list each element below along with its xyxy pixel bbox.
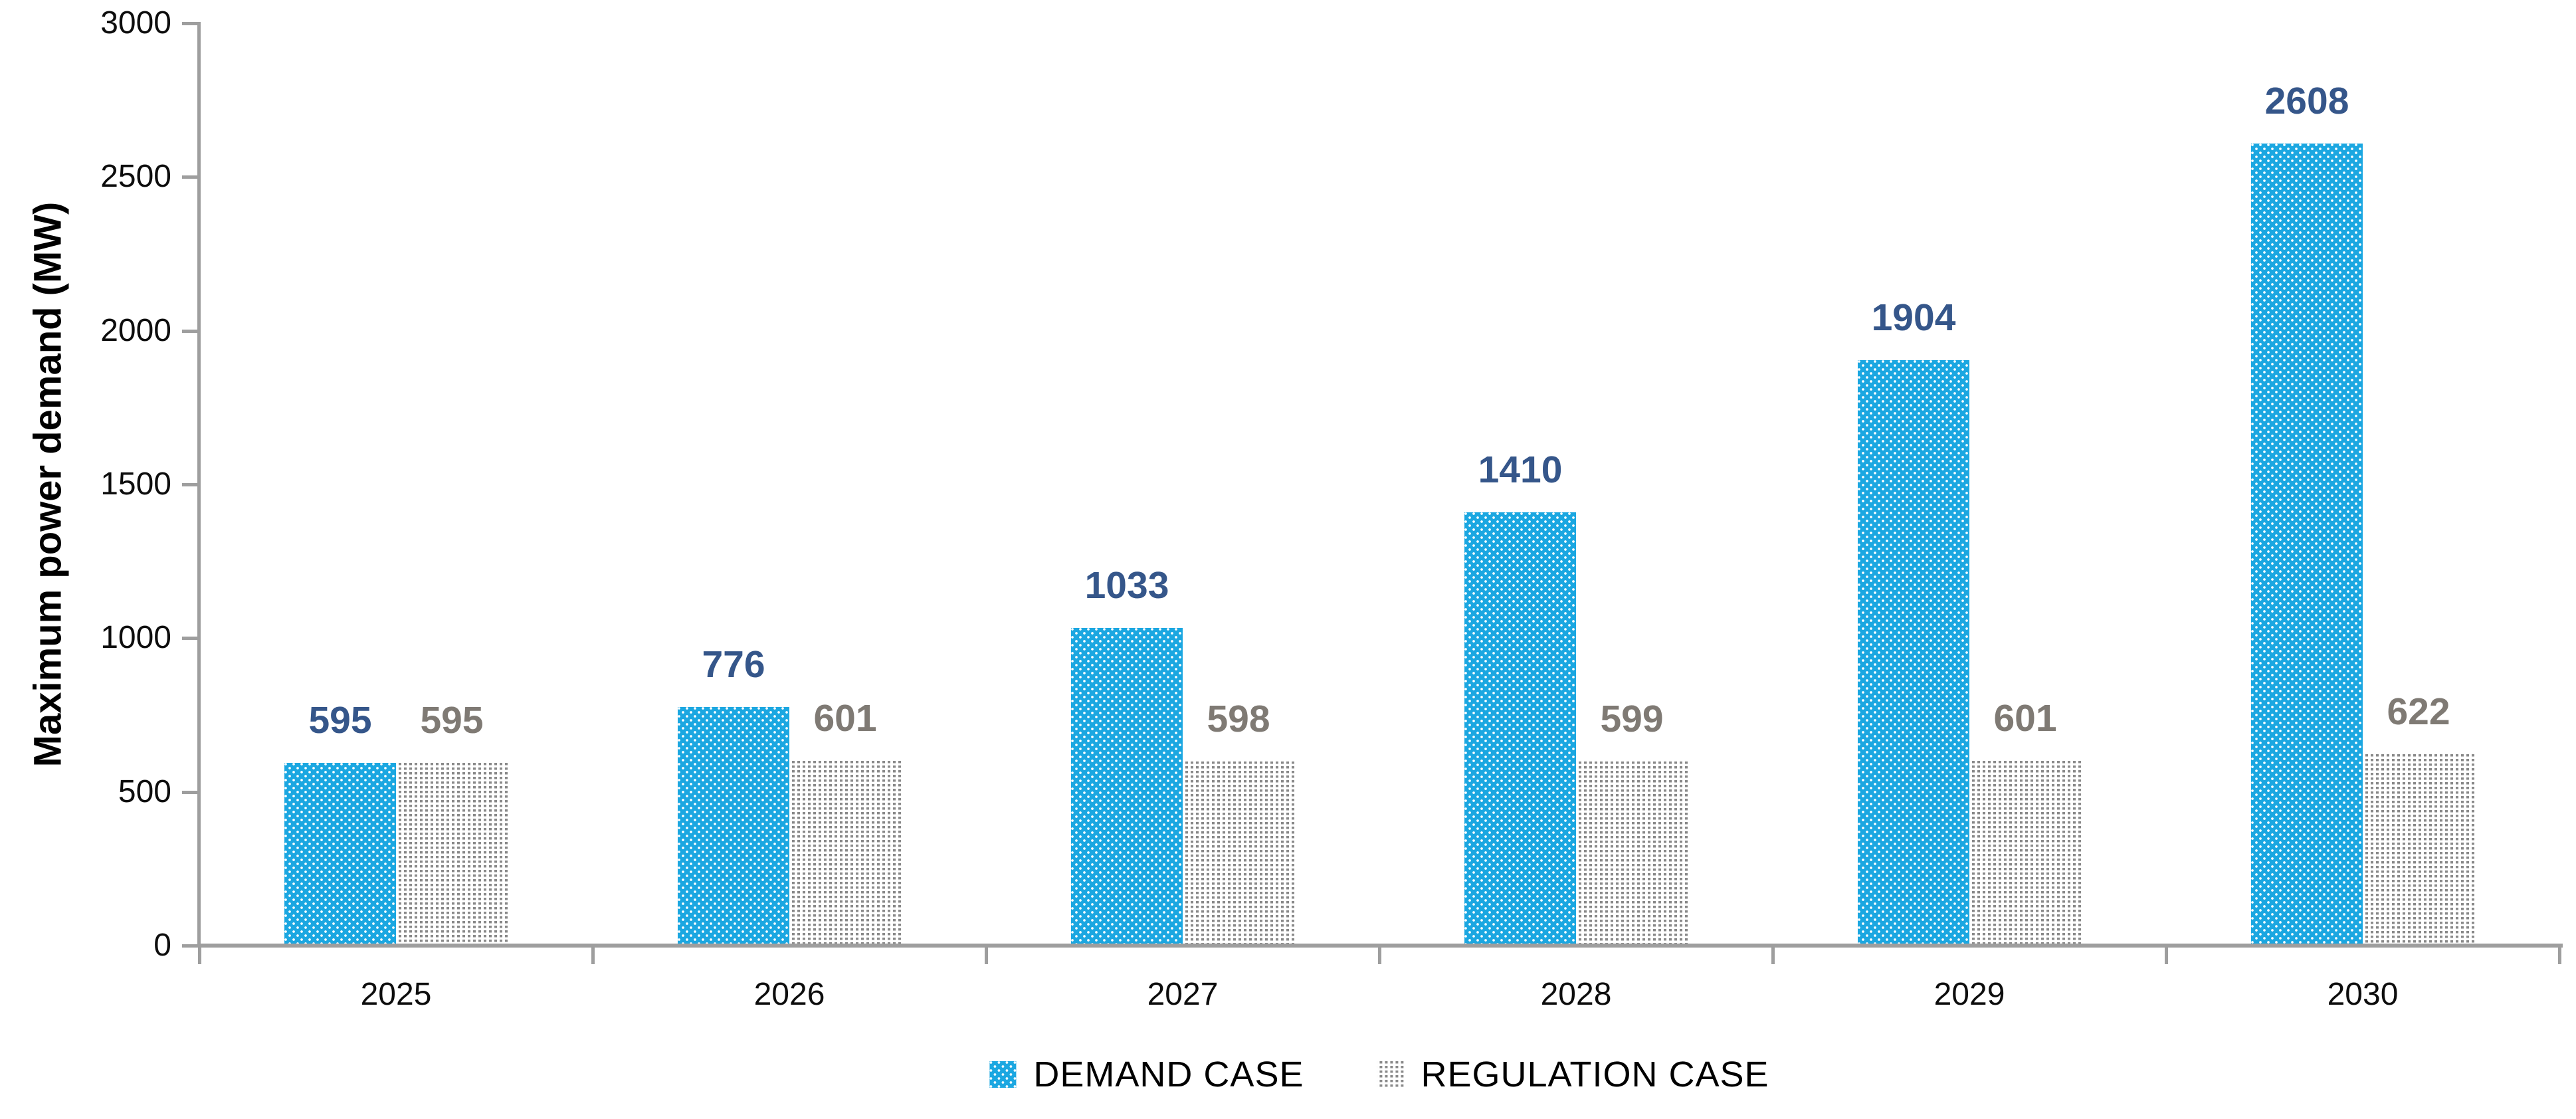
x-tick-label: 2025 xyxy=(360,977,432,1012)
x-tick-mark xyxy=(2165,946,2168,964)
x-tick-mark xyxy=(2558,946,2561,964)
bar-demand-case-2026 xyxy=(678,706,789,946)
bar-demand-case-2027 xyxy=(1071,628,1183,946)
bar-value-label: 1904 xyxy=(1871,296,1956,340)
bar-value-label: 598 xyxy=(1207,698,1270,741)
bar-value-label: 1033 xyxy=(1084,564,1169,607)
y-tick-label: 3000 xyxy=(100,5,171,41)
bar-value-label: 595 xyxy=(308,698,372,742)
legend-item-regulation-case: REGULATION CASE xyxy=(1377,1054,1769,1095)
y-tick-mark xyxy=(182,329,199,333)
y-axis-line xyxy=(197,22,201,947)
x-tick-label: 2028 xyxy=(1540,977,1612,1012)
x-axis-line xyxy=(197,944,2563,948)
legend-swatch-regulation-case xyxy=(1377,1061,1404,1088)
bar-regulation-case-2028 xyxy=(1576,761,1688,946)
y-tick-label: 1500 xyxy=(100,466,171,502)
chart-legend: DEMAND CASE REGULATION CASE xyxy=(989,1054,1769,1095)
bar-demand-case-2030 xyxy=(2251,144,2363,946)
bar-value-label: 601 xyxy=(813,696,877,740)
plot-area: 595 595 776 601 1033 598 1410 599 1904 601 2608 622 xyxy=(199,23,2559,946)
x-tick-label: 2030 xyxy=(2327,977,2399,1012)
bar-value-label: 599 xyxy=(1600,697,1664,740)
y-tick-mark xyxy=(182,483,199,486)
x-tick-mark xyxy=(591,946,595,964)
y-tick-label: 500 xyxy=(118,773,171,809)
x-tick-mark xyxy=(198,946,201,964)
legend-label-demand-case: DEMAND CASE xyxy=(1033,1055,1304,1094)
bar-value-label: 622 xyxy=(2387,690,2450,734)
bar-demand-case-2028 xyxy=(1464,512,1576,946)
x-tick-mark xyxy=(985,946,988,964)
legend-label-regulation-case: REGULATION CASE xyxy=(1421,1055,1769,1094)
y-tick-label: 2500 xyxy=(100,159,171,195)
bar-regulation-case-2030 xyxy=(2363,754,2474,946)
y-tick-mark xyxy=(182,175,199,179)
y-tick-label: 1000 xyxy=(100,620,171,656)
x-tick-mark xyxy=(1378,946,1381,964)
y-tick-mark xyxy=(182,944,199,948)
y-tick-label: 0 xyxy=(153,928,171,963)
bar-value-label: 601 xyxy=(1993,696,2057,740)
x-tick-label: 2027 xyxy=(1147,977,1219,1012)
bar-regulation-case-2029 xyxy=(1969,760,2081,946)
bar-value-label: 776 xyxy=(702,643,765,686)
y-tick-mark xyxy=(182,22,199,25)
bar-regulation-case-2025 xyxy=(396,762,508,946)
legend-item-demand-case: DEMAND CASE xyxy=(989,1054,1304,1095)
y-tick-mark xyxy=(182,790,199,794)
bar-demand-case-2029 xyxy=(1858,360,1969,946)
bar-regulation-case-2027 xyxy=(1183,762,1294,946)
bar-value-label: 2608 xyxy=(2264,80,2349,123)
x-tick-label: 2026 xyxy=(753,977,825,1012)
x-tick-label: 2029 xyxy=(1933,977,2005,1012)
y-tick-mark xyxy=(182,637,199,641)
y-tick-label: 2000 xyxy=(100,312,171,348)
bar-regulation-case-2026 xyxy=(789,760,901,946)
x-tick-mark xyxy=(1771,946,1775,964)
bar-demand-case-2025 xyxy=(284,762,396,946)
bar-value-label: 1410 xyxy=(1478,448,1563,491)
bar-value-label: 595 xyxy=(420,698,484,742)
legend-swatch-demand-case xyxy=(989,1061,1017,1088)
